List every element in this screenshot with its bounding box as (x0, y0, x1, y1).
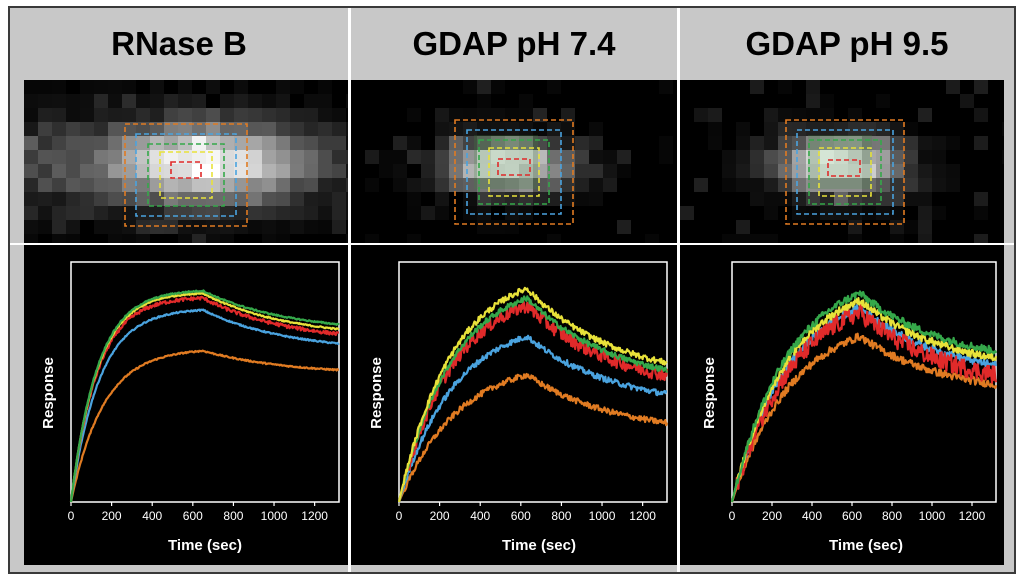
horizontal-divider (10, 243, 1014, 245)
pixel-grid (680, 80, 1004, 244)
x-tick-label: 800 (551, 509, 571, 523)
x-tick-label: 0 (68, 509, 75, 523)
x-tick-label: 1000 (919, 509, 946, 523)
panel-title-gdap-95: GDAP pH 9.5 (745, 25, 949, 62)
chart-gdap-95: Time (sec) Response 0 200 400 600 800 1000 120… (701, 261, 998, 554)
x-tick-label: 800 (882, 509, 902, 523)
roi-box-green (478, 139, 550, 205)
chart-1-ylabel: Response (368, 357, 385, 429)
roi-box-blue (466, 129, 562, 215)
series-line-yellow (397, 286, 668, 503)
vertical-divider-1 (348, 8, 351, 572)
x-tick-label: 400 (802, 509, 822, 523)
roi-box-red (497, 158, 531, 176)
roi-box-green (808, 139, 882, 205)
pixel-grid (24, 80, 348, 244)
series-line-red (730, 302, 998, 503)
x-tick-label: 1000 (261, 509, 288, 523)
roi-box-orange (785, 119, 905, 225)
plot-frame (398, 261, 668, 503)
x-tick-label: 600 (511, 509, 531, 523)
spot-image-gdap-74 (351, 80, 677, 244)
green-tint (808, 135, 872, 189)
series-line-red (397, 300, 669, 503)
x-tick-label: 600 (183, 509, 203, 523)
series-line-blue (397, 334, 668, 503)
x-tick-label: 400 (470, 509, 490, 523)
spot-image-gdap-95 (680, 80, 1004, 244)
x-tick-label: 1200 (629, 509, 656, 523)
chart-gdap-74: Time (sec) Response 0 200 400 600 800 1000 120… (368, 261, 669, 554)
vertical-divider-2 (677, 8, 680, 572)
chart-2-ylabel: Response (701, 357, 718, 429)
series-line-green (397, 295, 669, 503)
series-line-orange (69, 349, 340, 503)
panel-title-gdap-74: GDAP pH 7.4 (412, 25, 616, 62)
roi-box-red (170, 161, 202, 179)
green-tint (474, 135, 538, 189)
x-tick-label: 200 (762, 509, 782, 523)
series-line-green (730, 290, 998, 503)
series-line-yellow (69, 292, 340, 503)
series-line-green (69, 289, 340, 503)
roi-box-blue (796, 129, 894, 215)
series-line-orange (397, 372, 669, 503)
chart-2-xlabel: Time (sec) (829, 537, 903, 554)
roi-box-green (147, 143, 225, 207)
pixel-grid (365, 80, 673, 244)
roi-box-orange (124, 123, 248, 227)
x-tick-label: 200 (102, 509, 122, 523)
x-tick-label: 1200 (301, 509, 328, 523)
roi-box-yellow (488, 147, 540, 197)
spot-image-rnase-b (24, 80, 348, 244)
x-tick-label: 600 (842, 509, 862, 523)
plot-panel-gdap-74: Time (sec) Response 0 200 400 600 800 1000 120… (351, 245, 677, 565)
x-tick-label: 800 (223, 509, 243, 523)
x-tick-label: 0 (729, 509, 736, 523)
roi-box-red (827, 159, 861, 177)
panel-title-rnase-b: RNase B (111, 25, 247, 62)
x-tick-label: 0 (396, 509, 403, 523)
x-tick-label: 400 (142, 509, 162, 523)
figure-frame: RNase B GDAP pH 7.4 GDAP pH 9.5 Time (se… (8, 6, 1016, 574)
chart-0-ylabel: Response (40, 357, 57, 429)
chart-0-xlabel: Time (sec) (168, 537, 242, 554)
plot-frame (70, 261, 340, 503)
series-line-red (69, 295, 340, 503)
chart-rnase-b: Time (sec) Response 0 200 400 600 800 1000 120… (40, 261, 340, 554)
x-tick-label: 1200 (959, 509, 986, 523)
roi-box-blue (135, 133, 237, 217)
roi-box-orange (454, 119, 574, 225)
plot-panel-gdap-95: Time (sec) Response 0 200 400 600 800 1000 120… (680, 245, 1004, 565)
roi-box-yellow (159, 151, 213, 199)
x-tick-label: 200 (430, 509, 450, 523)
plot-panel-rnase-b: Time (sec) Response 0 200 400 600 800 1000 120… (24, 245, 348, 565)
chart-1-xlabel: Time (sec) (502, 537, 576, 554)
series-line-blue (69, 308, 340, 503)
x-tick-label: 1000 (589, 509, 616, 523)
roi-box-yellow (818, 147, 872, 197)
